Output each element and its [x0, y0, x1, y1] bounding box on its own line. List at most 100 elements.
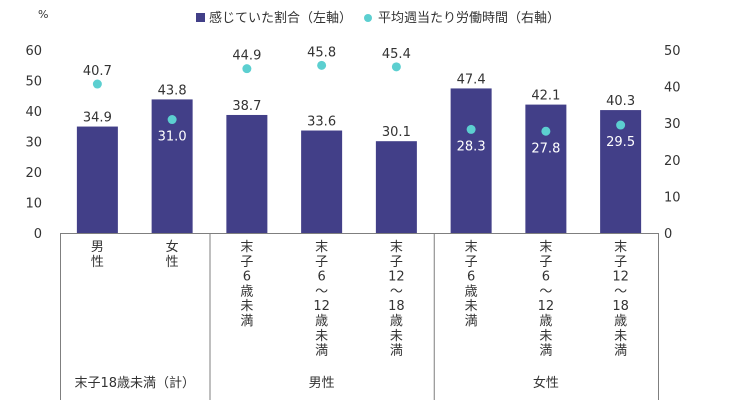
category-label-part: 子 — [390, 255, 403, 270]
y2-tick-label: 40 — [664, 81, 681, 96]
category-label-part: 性 — [91, 255, 104, 270]
category-label-part: 女 — [166, 239, 179, 255]
dot — [541, 126, 551, 136]
y-tick-label: 30 — [25, 136, 42, 151]
legend: 感じていた割合（左軸） 平均週当たり労働時間（右軸） — [196, 10, 560, 26]
category-label-part: 満 — [240, 314, 253, 329]
legend-dot-label: 平均週当たり労働時間（右軸） — [378, 11, 560, 26]
dot-value-label: 29.5 — [606, 135, 635, 150]
dot — [167, 115, 177, 125]
category-label-part: 末 — [539, 240, 552, 255]
bar — [600, 110, 642, 233]
dot-value-label: 27.8 — [531, 141, 560, 156]
bar-value-label: 47.4 — [457, 72, 486, 87]
category-label-part: 6 — [243, 270, 251, 285]
category-label-part: 6 — [317, 270, 325, 285]
y2-tick-label: 50 — [664, 44, 681, 59]
dot — [242, 64, 252, 74]
group-label: 女性 — [533, 375, 559, 391]
bar — [301, 130, 343, 233]
category-label-part: 18 — [612, 299, 629, 314]
bar-value-label: 38.7 — [232, 99, 261, 114]
bar — [450, 88, 492, 234]
dot-value-label: 31.0 — [158, 130, 187, 145]
category-label-part: 未 — [390, 329, 403, 344]
y2-tick-label: 0 — [664, 227, 672, 242]
category-label-part: 満 — [315, 344, 328, 359]
dot-value-label: 45.8 — [307, 45, 336, 60]
bar — [375, 141, 417, 233]
category-label-part: 未 — [539, 329, 552, 344]
bar-value-label: 40.3 — [606, 94, 635, 109]
category-label-part: ～ — [614, 284, 627, 299]
category-label-part: 男 — [91, 240, 104, 255]
category-label-part: ～ — [539, 284, 552, 299]
category-label-part: 性 — [166, 255, 179, 270]
category-label-part: 子 — [539, 255, 552, 270]
category-label-part: 末 — [390, 240, 403, 255]
dot-value-label: 44.9 — [232, 49, 261, 64]
bar-value-label: 34.9 — [83, 111, 112, 126]
category-label-part: 12 — [538, 299, 555, 314]
dot — [616, 120, 626, 130]
category-label-part: 子 — [465, 255, 478, 270]
group-label: 末子18歳未満（計） — [74, 375, 195, 391]
category-label-part: 子 — [614, 255, 627, 270]
bars — [76, 88, 642, 234]
category-label-part: ～ — [390, 284, 403, 299]
y2-tick-label: 10 — [664, 190, 681, 205]
category-label-part: 未 — [240, 299, 253, 314]
category-label-part: 末 — [614, 240, 627, 255]
dot — [466, 124, 476, 134]
category-label-part: 末 — [315, 240, 328, 255]
y-tick-label: 60 — [25, 44, 42, 59]
category-label-part: 12 — [388, 270, 405, 285]
category-label-part: 満 — [465, 314, 478, 329]
y-axis-unit: % — [38, 8, 48, 21]
group-label: 男性 — [309, 376, 335, 391]
y-tick-label: 0 — [34, 227, 42, 242]
legend-bar-label: 感じていた割合（左軸） — [209, 10, 352, 26]
dot-value-label: 28.3 — [457, 139, 486, 154]
category-label-part: 歳 — [539, 314, 552, 329]
bar-value-label: 30.1 — [382, 125, 411, 140]
legend-dot-swatch — [364, 14, 372, 22]
category-label-part: 末 — [240, 240, 253, 255]
y-tick-label: 50 — [25, 75, 42, 90]
value-labels: 34.9 40.7 43.8 31.0 38.7 44.9 33.6 45.8 30.1 45.4… — [83, 45, 635, 156]
bar-value-label: 43.8 — [158, 83, 187, 98]
category-label-part: 未 — [614, 329, 627, 344]
category-label-part: 未 — [465, 299, 478, 314]
bar-value-label: 33.6 — [307, 115, 336, 130]
dot — [317, 60, 327, 70]
category-label-part: 6 — [542, 270, 550, 285]
dot — [391, 62, 401, 72]
axes: % 0 10 20 30 40 50 60 0 10 20 30 40 50 — [25, 8, 681, 400]
category-label-part: 歳 — [614, 314, 627, 329]
category-label-part: ～ — [315, 284, 328, 299]
category-label-part: 満 — [614, 344, 627, 359]
dot-value-label: 45.4 — [382, 47, 411, 62]
category-label-part: 6 — [467, 270, 475, 285]
dots — [92, 60, 626, 136]
category-labels: 男性女性末子6歳未満末子6～12歳未満末子12～18歳未満末子6歳未満末子6～1… — [74, 239, 628, 391]
category-label-part: 12 — [313, 299, 330, 314]
bar — [525, 104, 567, 233]
bar-value-label: 42.1 — [531, 89, 560, 104]
category-label-part: 歳 — [390, 314, 403, 329]
category-label-part: 満 — [390, 344, 403, 359]
category-label-part: 歳 — [315, 314, 328, 329]
category-label-part: 18 — [388, 299, 405, 314]
bar — [226, 114, 268, 233]
y-tick-label: 40 — [25, 105, 42, 120]
category-label-part: 未 — [315, 329, 328, 344]
category-label-part: 満 — [539, 344, 552, 359]
y-tick-label: 20 — [25, 166, 42, 181]
category-label-part: 末 — [465, 240, 478, 255]
category-label-part: 歳 — [465, 284, 478, 299]
y2-tick-label: 30 — [664, 117, 681, 132]
y-tick-label: 10 — [25, 197, 42, 212]
dot — [92, 79, 102, 89]
bar — [76, 126, 118, 233]
category-label-part: 子 — [240, 255, 253, 270]
